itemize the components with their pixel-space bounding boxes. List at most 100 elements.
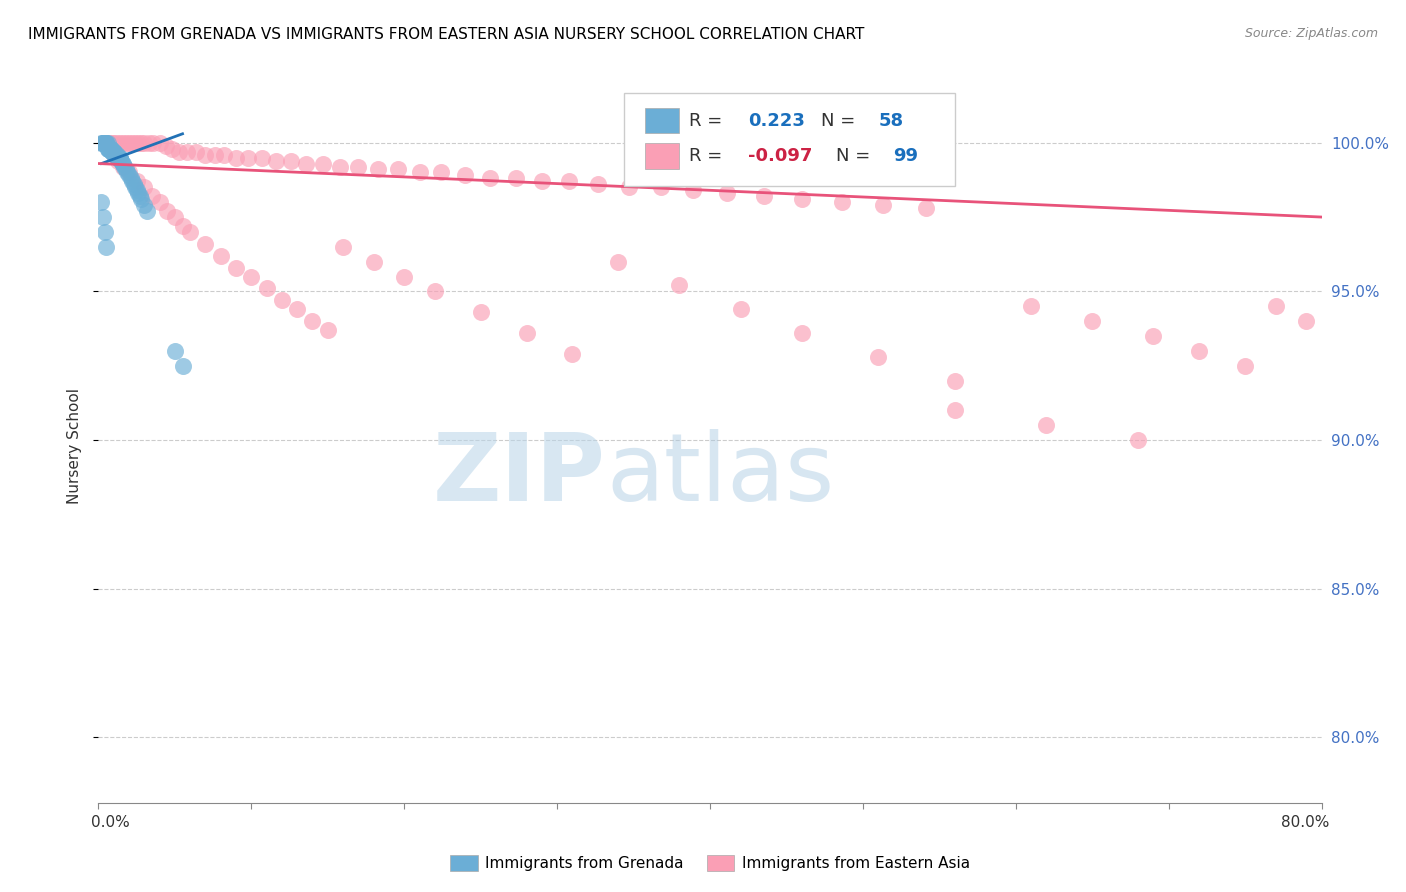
Point — [285, 302, 308, 317]
Point — [160, 142, 183, 156]
Point — [138, 136, 160, 150]
Point — [682, 183, 704, 197]
Point — [943, 374, 966, 388]
Point — [122, 178, 145, 192]
Text: atlas: atlas — [606, 428, 834, 521]
Point — [97, 142, 120, 156]
Point — [125, 183, 148, 197]
Point — [134, 180, 156, 194]
Point — [250, 151, 273, 165]
Point — [129, 192, 152, 206]
Point — [280, 153, 302, 168]
Point — [347, 160, 370, 174]
Point — [270, 293, 292, 308]
Point — [225, 151, 247, 165]
Point — [115, 136, 138, 150]
Point — [1295, 314, 1317, 328]
Text: N =: N = — [837, 147, 876, 165]
Point — [607, 254, 630, 268]
Point — [156, 204, 179, 219]
FancyBboxPatch shape — [645, 108, 679, 134]
Point — [312, 156, 335, 170]
Point — [588, 178, 610, 192]
Point — [668, 278, 690, 293]
Point — [1264, 299, 1286, 313]
Point — [831, 195, 853, 210]
Point — [134, 136, 156, 150]
Point — [94, 136, 117, 150]
Point — [94, 136, 117, 150]
Point — [90, 136, 112, 150]
Point — [204, 147, 226, 161]
Point — [121, 136, 143, 150]
Point — [790, 326, 813, 340]
Point — [91, 136, 114, 150]
Point — [100, 142, 122, 156]
Point — [120, 171, 142, 186]
Point — [1188, 343, 1211, 358]
Point — [363, 254, 385, 268]
Point — [112, 160, 135, 174]
Point — [155, 138, 177, 153]
FancyBboxPatch shape — [645, 144, 679, 169]
Point — [561, 347, 583, 361]
Point — [329, 160, 352, 174]
Point — [124, 180, 146, 194]
Point — [107, 151, 129, 165]
Point — [256, 281, 278, 295]
Point — [127, 186, 149, 201]
Point — [301, 314, 323, 328]
Point — [516, 326, 538, 340]
Point — [111, 136, 134, 150]
Point — [100, 142, 122, 156]
Point — [97, 142, 120, 156]
Point — [98, 142, 121, 156]
Point — [93, 136, 115, 150]
Point — [97, 136, 120, 150]
Point — [617, 180, 640, 194]
Point — [716, 186, 738, 201]
Point — [943, 403, 966, 417]
Point — [387, 162, 409, 177]
Point — [194, 147, 217, 161]
Point — [103, 147, 125, 161]
Point — [868, 350, 890, 364]
Point — [179, 225, 201, 239]
Point — [872, 198, 894, 212]
Point — [98, 142, 121, 156]
Point — [110, 153, 132, 168]
Point — [240, 269, 263, 284]
Point — [110, 153, 132, 168]
Point — [103, 145, 125, 159]
Point — [408, 165, 430, 179]
Point — [94, 136, 117, 150]
Point — [94, 136, 117, 150]
Point — [530, 174, 553, 188]
Point — [101, 145, 124, 159]
Point — [176, 145, 198, 159]
Point — [141, 189, 163, 203]
Text: -0.097: -0.097 — [748, 147, 813, 165]
FancyBboxPatch shape — [624, 93, 955, 186]
Point — [209, 249, 232, 263]
Point — [107, 153, 129, 168]
Text: R =: R = — [689, 147, 728, 165]
Text: IMMIGRANTS FROM GRENADA VS IMMIGRANTS FROM EASTERN ASIA NURSERY SCHOOL CORRELATI: IMMIGRANTS FROM GRENADA VS IMMIGRANTS FR… — [28, 27, 865, 42]
Point — [650, 180, 672, 194]
Point — [212, 147, 235, 161]
Point — [91, 136, 114, 150]
Point — [118, 169, 141, 183]
Point — [316, 323, 339, 337]
Point — [111, 156, 134, 170]
Point — [1035, 418, 1057, 433]
Point — [149, 136, 172, 150]
Point — [1234, 359, 1257, 373]
Point — [115, 162, 138, 177]
Point — [430, 165, 453, 179]
Point — [332, 240, 354, 254]
Text: Source: ZipAtlas.com: Source: ZipAtlas.com — [1244, 27, 1378, 40]
Point — [98, 136, 121, 150]
Point — [98, 142, 121, 156]
Point — [1019, 299, 1042, 313]
Point — [103, 145, 125, 159]
